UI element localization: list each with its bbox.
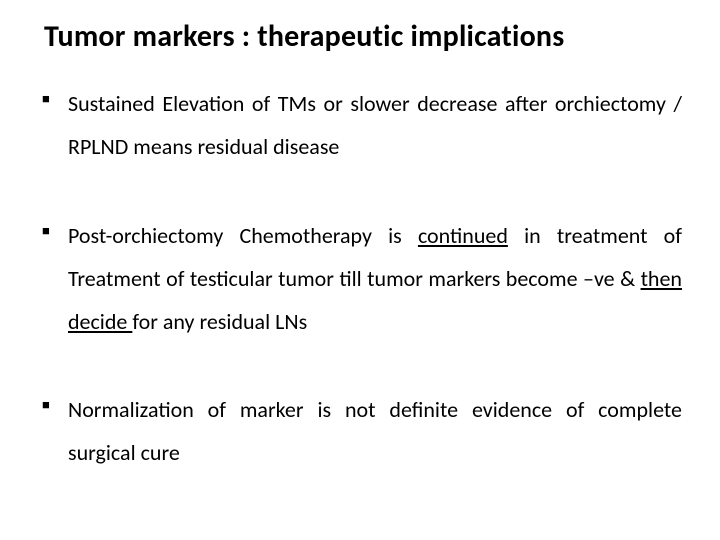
text-segment: Normalization of marker is not definite … <box>68 396 682 466</box>
bullet-list: Sustained Elevation of TMs or slower dec… <box>38 83 682 475</box>
text-segment: Sustained Elevation of TMs or slower dec… <box>68 90 682 160</box>
text-segment: for any residual LNs <box>132 308 307 335</box>
slide-title: Tumor markers : therapeutic implications <box>44 18 682 55</box>
text-underlined: continued <box>418 222 508 249</box>
text-segment: Post-orchiectomy Chemotherapy is <box>68 222 418 249</box>
bullet-item: Normalization of marker is not definite … <box>38 389 682 475</box>
bullet-item: Post-orchiectomy Chemotherapy is continu… <box>38 215 682 344</box>
bullet-item: Sustained Elevation of TMs or slower dec… <box>38 83 682 169</box>
slide: Tumor markers : therapeutic implications… <box>0 0 720 540</box>
